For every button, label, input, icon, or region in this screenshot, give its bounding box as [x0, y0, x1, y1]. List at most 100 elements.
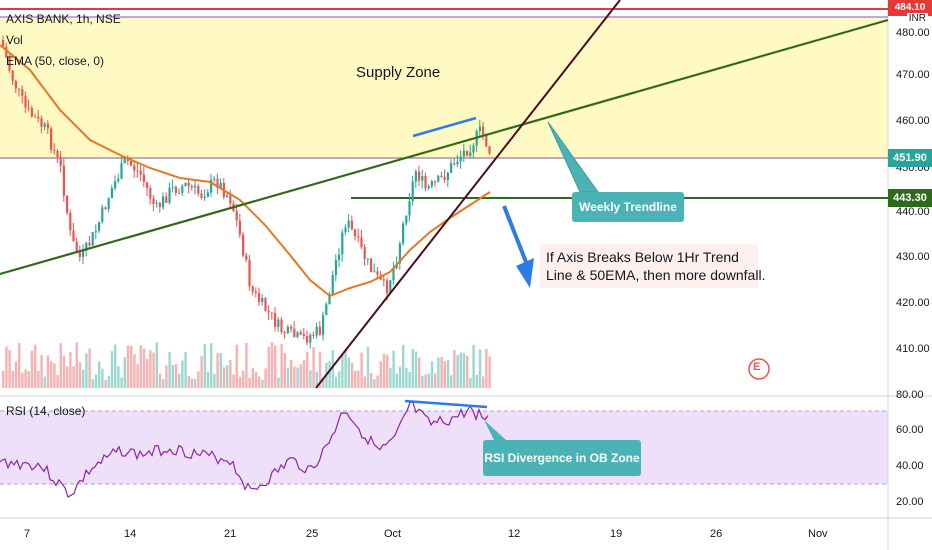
- candle-body: [318, 326, 321, 335]
- volume-bar: [328, 361, 331, 388]
- volume-bar: [485, 348, 488, 388]
- volume-bar: [162, 379, 165, 388]
- volume-bar: [238, 376, 242, 388]
- time-axis-label: 7: [24, 528, 31, 540]
- rsi-legend: RSI (14, close): [6, 404, 86, 418]
- candle-body: [277, 319, 280, 327]
- volume-bar: [421, 375, 424, 388]
- volume-bar: [91, 379, 94, 388]
- candle-body: [466, 150, 469, 156]
- volume-bar: [126, 345, 130, 388]
- volume-bar: [30, 350, 34, 388]
- candle-body: [405, 215, 408, 224]
- ema-50-line: [0, 44, 491, 298]
- volume-bar: [309, 370, 312, 388]
- candle-body: [88, 242, 91, 246]
- candle-body: [82, 250, 85, 257]
- volume-bar: [34, 344, 37, 388]
- volume-bar: [280, 343, 283, 388]
- candle-body: [414, 171, 417, 182]
- volume-bar: [139, 345, 142, 388]
- candle-body: [482, 126, 485, 135]
- volume-bar: [379, 361, 382, 388]
- candle-body: [184, 182, 187, 187]
- candle-body: [264, 297, 267, 311]
- volume-bar: [312, 347, 315, 388]
- time-axis-label: 21: [224, 528, 237, 540]
- candle-body: [430, 181, 433, 187]
- candle-body: [242, 234, 245, 256]
- price-axis-label: 420.00: [896, 297, 930, 309]
- support-price-tag: 443.30: [888, 189, 932, 207]
- price-axis-label: 480.00: [896, 27, 930, 39]
- candle-body: [386, 280, 389, 294]
- volume-bar: [200, 356, 203, 388]
- candle-body: [302, 334, 305, 336]
- price-axis-label: 410.00: [896, 343, 930, 355]
- candle-body: [136, 170, 139, 172]
- volume-bar: [424, 374, 427, 388]
- candle-body: [453, 163, 456, 165]
- candle-body: [254, 291, 257, 293]
- volume-bar: [334, 376, 338, 388]
- volume-bar: [283, 353, 286, 388]
- time-axis-label: 25: [306, 528, 319, 540]
- candle-body: [434, 181, 437, 183]
- currency-label[interactable]: INR: [906, 13, 928, 24]
- price-axis-label: 440.00: [896, 206, 930, 218]
- candle-body: [299, 332, 302, 335]
- candle-body: [30, 107, 33, 117]
- candle-body: [296, 332, 299, 337]
- candle-body: [290, 326, 293, 329]
- weekly-trendline-callout[interactable]: Weekly Trendline: [572, 192, 684, 222]
- candle-body: [91, 232, 94, 246]
- time-axis-label: 26: [710, 528, 723, 540]
- volume-bar: [88, 348, 91, 388]
- candle-body: [18, 88, 21, 90]
- volume-bars: [2, 342, 491, 388]
- volume-bar: [414, 351, 418, 388]
- ema-legend: EMA (50, close, 0): [6, 54, 105, 68]
- volume-bar: [120, 377, 123, 388]
- volume-bar: [469, 377, 472, 388]
- candle-body: [197, 185, 200, 194]
- candle-body: [331, 275, 334, 294]
- candle-body: [75, 241, 78, 253]
- volume-bar: [165, 365, 168, 388]
- candle-body: [8, 57, 11, 71]
- volume-bar: [184, 351, 187, 388]
- candle-body: [392, 267, 395, 281]
- rsi-axis-label: 60.00: [896, 424, 924, 436]
- volume-bar: [322, 377, 325, 388]
- weekly-trendline: [0, 18, 889, 276]
- candle-body: [158, 202, 161, 208]
- price-axis-label: 430.00: [896, 251, 930, 263]
- candle-body: [325, 304, 328, 316]
- volume-bar: [104, 379, 107, 388]
- candle-body: [411, 181, 414, 202]
- candle-body: [450, 163, 453, 173]
- volume-bar: [181, 360, 184, 388]
- candle-body: [360, 237, 363, 248]
- candle-body: [126, 158, 129, 161]
- earnings-marker-icon[interactable]: [748, 358, 770, 380]
- candle-body: [286, 326, 289, 334]
- candle-body: [114, 181, 117, 189]
- volume-bar: [264, 368, 267, 388]
- volume-bar: [376, 375, 379, 388]
- candle-body: [40, 118, 43, 127]
- candle-body: [120, 163, 123, 179]
- candle-body: [469, 152, 472, 156]
- volume-bar: [235, 344, 238, 388]
- rsi-axis-label: 40.00: [896, 460, 924, 472]
- rsi-divergence-callout[interactable]: RSI Divergence in OB Zone: [483, 440, 641, 476]
- volume-bar: [405, 368, 408, 388]
- price-axis-label: 470.00: [896, 69, 930, 81]
- volume-bar: [392, 350, 395, 388]
- volume-bar: [331, 350, 334, 388]
- volume-bar: [72, 366, 75, 388]
- earnings-label: E: [753, 361, 761, 373]
- volume-bar: [302, 360, 306, 388]
- volume-legend: Vol: [6, 33, 23, 47]
